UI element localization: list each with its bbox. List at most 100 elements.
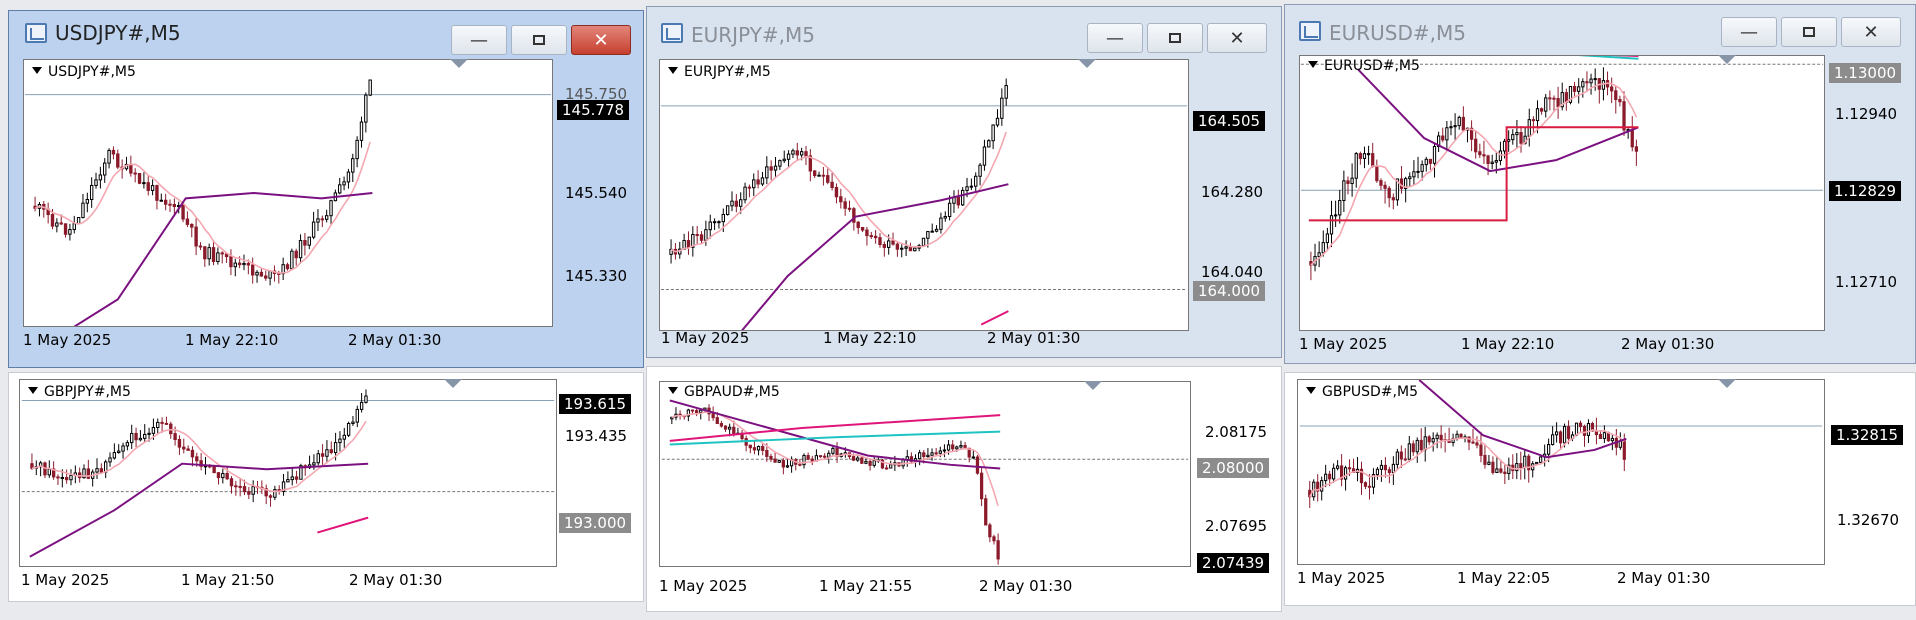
candle [947, 195, 952, 221]
candle [294, 248, 298, 266]
chart-window-gbpjpy[interactable]: GBPJPY#,M5 193.615 193.435 193.000 1 May… [8, 372, 644, 602]
chart-window-icon [1299, 21, 1321, 41]
candle [238, 478, 242, 497]
chart-window-gbpusd[interactable]: GBPUSD#,M5 1.32815 1.32670 1 May 2025 1 … [1284, 372, 1916, 606]
price-tick: 145.540 [565, 184, 628, 202]
moving-average-fast [1310, 82, 1638, 266]
window-titlebar[interactable]: EURUSD#,M5 — ✕ [1285, 5, 1915, 51]
level-price-label: 1.13000 [1829, 63, 1902, 83]
time-axis: 1 May 2025 1 May 21:55 2 May 01:30 [659, 575, 1199, 599]
candle [1399, 166, 1404, 194]
minimize-button[interactable]: — [1721, 17, 1777, 47]
time-tick: 1 May 21:55 [819, 577, 913, 595]
chart-plot-area[interactable]: EURUSD#,M5 [1299, 55, 1825, 331]
close-button[interactable]: ✕ [1841, 17, 1901, 47]
chart-shift-marker-icon[interactable] [1078, 59, 1096, 68]
chart-window-eurjpy[interactable]: EURJPY#,M5 — ✕ EURJPY#,M5 164.505 164.28… [646, 6, 1282, 358]
candle [46, 202, 50, 224]
time-axis: 1 May 2025 1 May 21:50 2 May 01:30 [21, 569, 561, 593]
candle [1379, 178, 1383, 191]
candle [694, 408, 699, 417]
moving-average-slow [73, 192, 373, 326]
candle [930, 223, 934, 233]
chart-plot-area[interactable]: GBPJPY#,M5 [19, 379, 557, 567]
candle [773, 157, 778, 179]
candle [1582, 424, 1587, 447]
time-tick: 1 May 2025 [21, 571, 110, 589]
chart-symbol-label[interactable]: USDJPY#,M5 [32, 64, 136, 80]
candle [974, 172, 978, 193]
candle [895, 241, 900, 257]
maximize-button[interactable] [1147, 23, 1203, 53]
window-title: USDJPY#,M5 [55, 21, 181, 45]
window-titlebar[interactable]: EURJPY#,M5 — ✕ [647, 7, 1281, 53]
candle [847, 200, 852, 212]
candle [1324, 464, 1328, 488]
candle [264, 270, 268, 281]
candle [959, 440, 963, 449]
close-button[interactable]: ✕ [1207, 23, 1267, 53]
chart-plot-area[interactable]: GBPAUD#,M5 [659, 381, 1191, 567]
chart-symbol-label[interactable]: EURUSD#,M5 [1308, 58, 1420, 74]
candle [342, 427, 346, 448]
chart-symbol-label[interactable]: GBPJPY#,M5 [28, 384, 131, 400]
chart-window-usdjpy[interactable]: USDJPY#,M5 — ✕ USDJPY#,M5 145.750 145.77… [8, 10, 644, 368]
time-axis: 1 May 2025 1 May 22:10 2 May 01:30 [661, 325, 1201, 349]
candle [969, 178, 974, 191]
candle [934, 447, 938, 456]
moving-average-fast [670, 131, 1007, 253]
chart-symbol-label[interactable]: GBPAUD#,M5 [668, 384, 780, 400]
candle [134, 427, 138, 448]
minimize-button[interactable]: — [1087, 23, 1143, 53]
chart-shift-marker-icon[interactable] [1718, 379, 1736, 388]
candle [1602, 425, 1606, 444]
chart-window-gbpaud[interactable]: GBPAUD#,M5 2.08175 2.08000 2.07695 2.074… [646, 366, 1282, 612]
candle [712, 218, 717, 230]
candle [137, 172, 142, 185]
chart-symbol-label[interactable]: GBPUSD#,M5 [1306, 384, 1418, 400]
candle [978, 162, 982, 186]
price-tick: 1.12710 [1835, 273, 1898, 291]
candle [1383, 457, 1387, 478]
level-price-label: 164.000 [1193, 281, 1266, 301]
window-titlebar[interactable]: USDJPY#,M5 — ✕ [9, 11, 643, 57]
maximize-button[interactable] [1781, 17, 1837, 47]
candle [285, 262, 290, 271]
dropdown-triangle-icon [668, 387, 678, 394]
candle [1408, 172, 1412, 187]
close-icon: ✕ [1229, 27, 1245, 49]
window-title: EURUSD#,M5 [1329, 21, 1467, 45]
minimize-icon: — [470, 29, 488, 51]
time-tick: 2 May 01:30 [348, 331, 442, 349]
candle [251, 480, 255, 503]
chart-shift-marker-icon[interactable] [1718, 55, 1736, 64]
minimize-button[interactable]: — [451, 25, 507, 55]
time-tick: 1 May 22:05 [1457, 569, 1551, 587]
chart-plot-area[interactable]: GBPUSD#,M5 [1297, 379, 1825, 565]
candle [250, 257, 255, 284]
candlestick-chart [21, 389, 555, 558]
candle [674, 407, 678, 421]
candle [351, 415, 355, 426]
candle [1375, 159, 1379, 183]
chart-window-eurusd[interactable]: EURUSD#,M5 — ✕ EURUSD#,M5 1.13000 1.1294… [1284, 4, 1916, 364]
candle [1461, 106, 1465, 132]
maximize-button[interactable] [511, 25, 567, 55]
time-tick: 1 May 22:10 [1461, 335, 1555, 353]
chart-shift-marker-icon[interactable] [450, 59, 468, 68]
candle [286, 471, 290, 483]
candle [1416, 156, 1420, 179]
candle [872, 456, 876, 468]
chart-shift-marker-icon[interactable] [444, 379, 462, 388]
chart-symbol-label[interactable]: EURJPY#,M5 [668, 64, 771, 80]
chart-plot-area[interactable]: USDJPY#,M5 [23, 59, 553, 327]
candle [1354, 152, 1358, 188]
chart-plot-area[interactable]: EURJPY#,M5 [659, 59, 1189, 331]
candlestick-chart [661, 399, 1189, 565]
candle [1404, 176, 1408, 203]
chart-shift-marker-icon[interactable] [1084, 381, 1102, 390]
candle [982, 139, 987, 171]
candlestick-chart [660, 78, 1188, 330]
close-button[interactable]: ✕ [571, 25, 631, 55]
candle [1581, 78, 1585, 98]
